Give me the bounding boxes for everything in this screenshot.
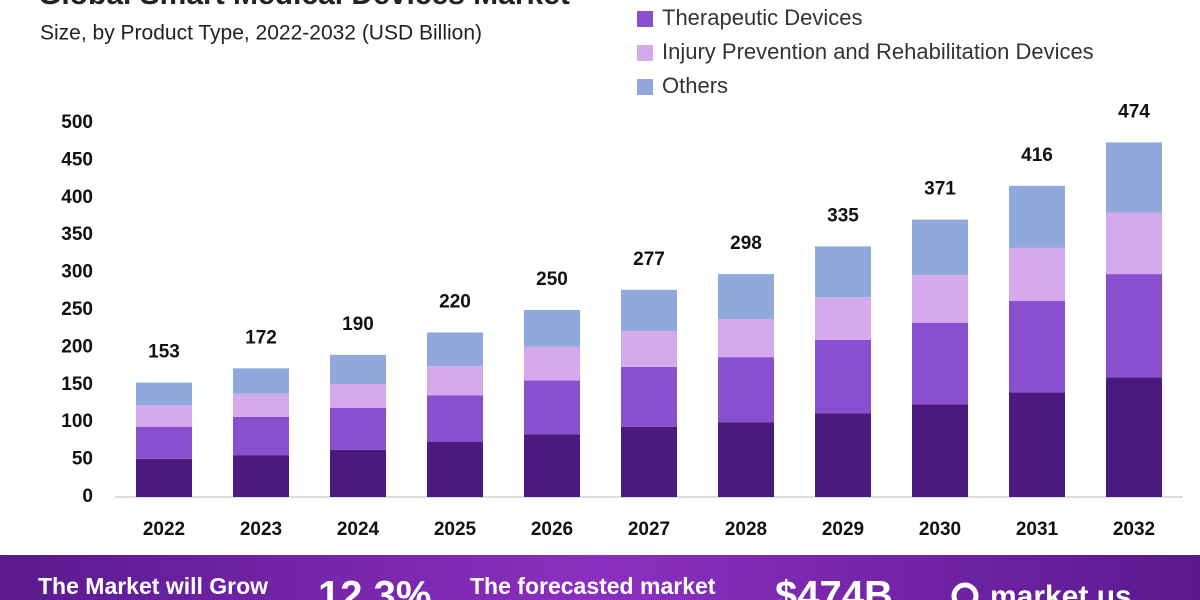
x-tick-label: 2027 <box>628 519 670 540</box>
footer-value: $474B <box>775 574 893 600</box>
x-tick-label: 2022 <box>143 519 185 540</box>
bar-segment <box>233 393 289 417</box>
bar-segment <box>621 330 677 367</box>
footer-banner <box>0 555 1200 600</box>
bar-segment <box>524 346 580 381</box>
y-tick-label: 50 <box>72 449 93 470</box>
y-tick-label: 150 <box>61 374 93 395</box>
bar-segment <box>330 407 386 450</box>
y-tick-label: 0 <box>82 486 93 507</box>
bar-segment <box>1009 301 1065 393</box>
chart-title: Global Smart Medical Devices Market <box>38 0 570 11</box>
total-label: 172 <box>245 327 277 348</box>
x-tick-label: 2025 <box>434 519 477 540</box>
bar-segment <box>330 354 386 385</box>
y-tick-label: 200 <box>61 336 93 357</box>
total-label: 250 <box>536 269 568 290</box>
bar-segment <box>621 289 677 331</box>
footer-cagr: 12.3% <box>318 574 431 600</box>
total-label: 298 <box>730 233 762 254</box>
bar-segment <box>718 318 774 358</box>
legend-swatch <box>637 45 653 61</box>
bar-segment <box>1009 185 1065 248</box>
bar-segment <box>1106 274 1162 378</box>
footer-text: The Market will Grow <box>38 573 268 599</box>
total-label: 153 <box>148 342 180 363</box>
bar-segment <box>815 339 871 414</box>
bar-segment <box>621 426 677 497</box>
bar-segment <box>1009 247 1065 302</box>
bar-segment <box>427 366 483 396</box>
bar-segment <box>1106 377 1162 497</box>
bar-segment <box>427 441 483 497</box>
bar-segment <box>233 416 289 456</box>
total-label: 277 <box>633 249 665 270</box>
bar-segment <box>815 246 871 298</box>
total-label: 416 <box>1021 145 1053 166</box>
bar-segment <box>136 458 192 497</box>
total-label: 371 <box>924 179 956 200</box>
footer-brand: market.us <box>990 580 1132 600</box>
brand-logo <box>951 582 979 600</box>
bar-segment <box>427 395 483 442</box>
y-tick-label: 250 <box>61 299 93 320</box>
total-label: 335 <box>827 205 859 226</box>
bar-segment <box>912 404 968 497</box>
bar-segment <box>330 384 386 408</box>
bar-segment <box>1106 212 1162 275</box>
bar-segment <box>621 366 677 427</box>
bar-segment <box>136 426 192 459</box>
x-tick-label: 2024 <box>337 519 380 540</box>
bar-segment <box>912 322 968 405</box>
legend-swatch <box>637 79 653 95</box>
x-tick-label: 2030 <box>919 519 961 540</box>
bar-segment <box>427 332 483 367</box>
x-tick-label: 2028 <box>725 519 767 540</box>
bar-segment <box>815 297 871 340</box>
bar-segment <box>718 274 774 319</box>
y-tick-label: 450 <box>61 149 93 170</box>
bar-segment <box>1106 142 1162 213</box>
y-tick-label: 350 <box>61 224 93 245</box>
total-label: 220 <box>439 291 471 312</box>
y-tick-label: 100 <box>61 411 93 432</box>
x-tick-label: 2031 <box>1016 519 1059 540</box>
footer-text: The forecasted market <box>470 573 716 599</box>
total-label: 190 <box>342 314 374 335</box>
bar-segment <box>330 449 386 497</box>
bar-segment <box>912 274 968 323</box>
bar-segment <box>233 368 289 394</box>
bar-segment <box>524 380 580 435</box>
y-tick-label: 500 <box>61 112 93 133</box>
bar-segment <box>718 357 774 423</box>
legend-label: Injury Prevention and Rehabilitation Dev… <box>662 39 1094 64</box>
legend-label: Therapeutic Devices <box>662 5 863 30</box>
bar-segment <box>1009 392 1065 497</box>
total-label: 474 <box>1118 101 1150 122</box>
bar-segment <box>912 219 968 275</box>
y-tick-label: 400 <box>61 187 93 208</box>
x-tick-label: 2032 <box>1113 519 1155 540</box>
bar-segment <box>718 422 774 497</box>
bar-segment <box>524 434 580 497</box>
legend-swatch <box>637 11 653 27</box>
bar-segment <box>136 405 192 427</box>
y-tick-label: 300 <box>61 262 93 283</box>
chart-subtitle: Size, by Product Type, 2022-2032 (USD Bi… <box>40 22 482 45</box>
bar-segment <box>233 455 289 497</box>
x-tick-label: 2023 <box>240 519 282 540</box>
bar-segment <box>524 310 580 347</box>
bar-segment <box>136 382 192 406</box>
x-tick-label: 2029 <box>822 519 864 540</box>
x-tick-label: 2026 <box>531 519 573 540</box>
legend-label: Others <box>662 73 728 98</box>
bar-segment <box>815 413 871 497</box>
